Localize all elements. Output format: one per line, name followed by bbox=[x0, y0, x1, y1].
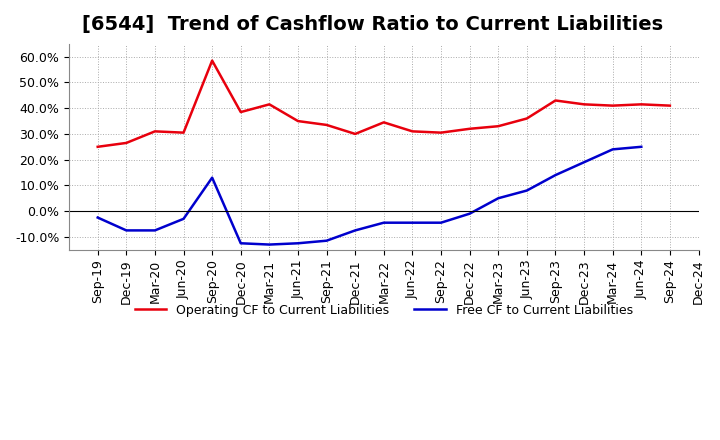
Operating CF to Current Liabilities bbox=[523, 116, 531, 121]
Free CF to Current Liabilities bbox=[608, 147, 617, 152]
Operating CF to Current Liabilities bbox=[265, 102, 274, 107]
Free CF to Current Liabilities bbox=[580, 160, 588, 165]
Free CF to Current Liabilities bbox=[179, 216, 188, 221]
Free CF to Current Liabilities bbox=[94, 215, 102, 220]
Operating CF to Current Liabilities bbox=[323, 122, 331, 128]
Operating CF to Current Liabilities bbox=[465, 126, 474, 132]
Free CF to Current Liabilities bbox=[408, 220, 417, 225]
Free CF to Current Liabilities bbox=[265, 242, 274, 247]
Line: Operating CF to Current Liabilities: Operating CF to Current Liabilities bbox=[98, 61, 670, 147]
Free CF to Current Liabilities bbox=[494, 196, 503, 201]
Free CF to Current Liabilities bbox=[437, 220, 446, 225]
Free CF to Current Liabilities bbox=[465, 211, 474, 216]
Operating CF to Current Liabilities bbox=[379, 120, 388, 125]
Free CF to Current Liabilities bbox=[379, 220, 388, 225]
Free CF to Current Liabilities bbox=[351, 228, 359, 233]
Free CF to Current Liabilities bbox=[523, 188, 531, 193]
Operating CF to Current Liabilities bbox=[408, 129, 417, 134]
Free CF to Current Liabilities bbox=[150, 228, 159, 233]
Line: Free CF to Current Liabilities: Free CF to Current Liabilities bbox=[98, 147, 642, 245]
Free CF to Current Liabilities bbox=[551, 172, 559, 178]
Operating CF to Current Liabilities bbox=[351, 131, 359, 136]
Free CF to Current Liabilities bbox=[236, 241, 245, 246]
Operating CF to Current Liabilities bbox=[551, 98, 559, 103]
Free CF to Current Liabilities bbox=[122, 228, 130, 233]
Operating CF to Current Liabilities bbox=[608, 103, 617, 108]
Operating CF to Current Liabilities bbox=[150, 129, 159, 134]
Legend: Operating CF to Current Liabilities, Free CF to Current Liabilities: Operating CF to Current Liabilities, Fre… bbox=[130, 299, 638, 322]
Operating CF to Current Liabilities bbox=[122, 140, 130, 146]
Operating CF to Current Liabilities bbox=[494, 124, 503, 129]
Operating CF to Current Liabilities bbox=[294, 118, 302, 124]
Operating CF to Current Liabilities bbox=[665, 103, 674, 108]
Free CF to Current Liabilities bbox=[637, 144, 646, 150]
Operating CF to Current Liabilities bbox=[580, 102, 588, 107]
Operating CF to Current Liabilities bbox=[437, 130, 446, 135]
Operating CF to Current Liabilities bbox=[637, 102, 646, 107]
Free CF to Current Liabilities bbox=[323, 238, 331, 243]
Free CF to Current Liabilities bbox=[208, 175, 217, 180]
Operating CF to Current Liabilities bbox=[94, 144, 102, 150]
Free CF to Current Liabilities bbox=[294, 241, 302, 246]
Text: [6544]  Trend of Cashflow Ratio to Current Liabilities: [6544] Trend of Cashflow Ratio to Curren… bbox=[81, 15, 663, 34]
Operating CF to Current Liabilities bbox=[208, 58, 217, 63]
Operating CF to Current Liabilities bbox=[179, 130, 188, 135]
Operating CF to Current Liabilities bbox=[236, 110, 245, 115]
